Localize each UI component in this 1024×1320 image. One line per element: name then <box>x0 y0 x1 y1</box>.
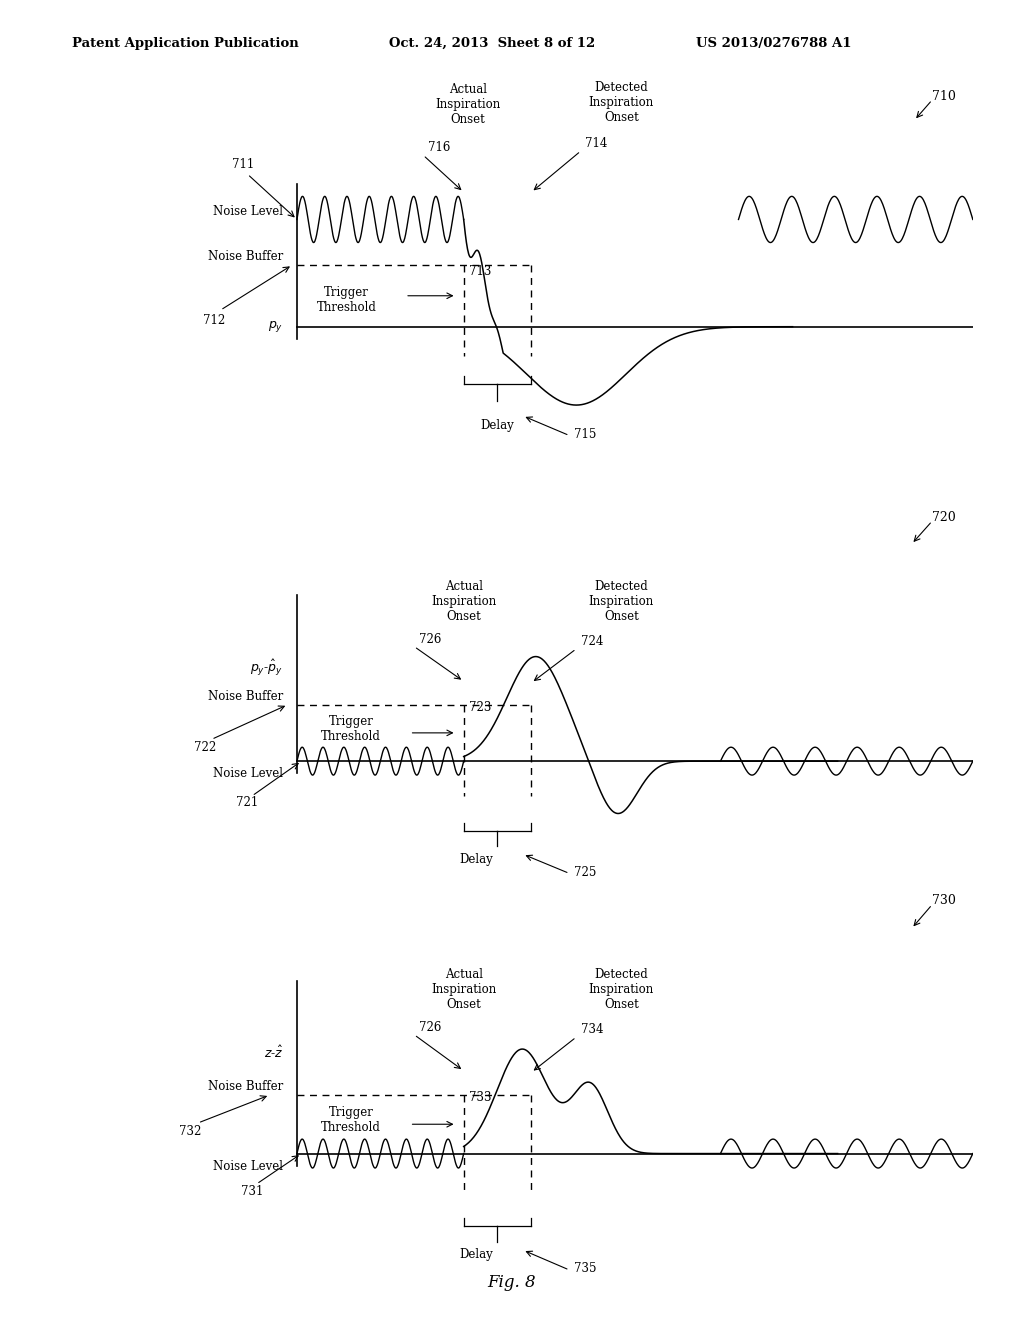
Text: Actual
Inspiration
Onset: Actual Inspiration Onset <box>431 968 497 1011</box>
Text: Delay: Delay <box>459 853 493 866</box>
Text: Patent Application Publication: Patent Application Publication <box>72 37 298 50</box>
Text: 734: 734 <box>581 1023 603 1036</box>
Text: Detected
Inspiration
Onset: Detected Inspiration Onset <box>589 81 654 124</box>
Text: 726: 726 <box>419 632 441 645</box>
Text: Detected
Inspiration
Onset: Detected Inspiration Onset <box>589 581 654 623</box>
Text: 732: 732 <box>179 1125 202 1138</box>
Text: 724: 724 <box>581 635 603 648</box>
Text: 710: 710 <box>932 90 956 103</box>
Text: Delay: Delay <box>459 1249 493 1262</box>
Text: 715: 715 <box>574 428 596 441</box>
Text: 730: 730 <box>932 895 956 907</box>
Text: 722: 722 <box>194 741 216 754</box>
Text: 723: 723 <box>469 701 492 714</box>
Text: Noise Buffer: Noise Buffer <box>208 690 284 704</box>
Text: US 2013/0276788 A1: US 2013/0276788 A1 <box>696 37 852 50</box>
Text: Noise Level: Noise Level <box>213 767 284 780</box>
Text: Trigger
Threshold: Trigger Threshold <box>322 1106 381 1134</box>
Text: 716: 716 <box>428 141 450 154</box>
Text: Noise Level: Noise Level <box>213 1160 284 1173</box>
Text: 721: 721 <box>237 796 258 809</box>
Text: Delay: Delay <box>480 420 514 432</box>
Text: Actual
Inspiration
Onset: Actual Inspiration Onset <box>431 581 497 623</box>
Text: 726: 726 <box>419 1020 441 1034</box>
Text: Trigger
Threshold: Trigger Threshold <box>316 286 377 314</box>
Text: Noise Level: Noise Level <box>213 205 284 218</box>
Text: Fig. 8: Fig. 8 <box>487 1274 537 1291</box>
Text: 712: 712 <box>203 314 225 327</box>
Text: Actual
Inspiration
Onset: Actual Inspiration Onset <box>435 83 501 127</box>
Text: Trigger
Threshold: Trigger Threshold <box>322 715 381 743</box>
Text: 714: 714 <box>586 137 607 150</box>
Text: 735: 735 <box>574 1262 597 1275</box>
Text: $p_y$: $p_y$ <box>268 319 284 334</box>
Text: 733: 733 <box>469 1092 492 1105</box>
Text: Noise Buffer: Noise Buffer <box>208 1080 284 1093</box>
Text: Noise Buffer: Noise Buffer <box>208 251 284 263</box>
Text: 713: 713 <box>469 265 492 277</box>
Text: $p_y$-$\hat{p}_y$: $p_y$-$\hat{p}_y$ <box>251 659 284 678</box>
Text: Oct. 24, 2013  Sheet 8 of 12: Oct. 24, 2013 Sheet 8 of 12 <box>389 37 595 50</box>
Text: $z$-$\hat{z}$: $z$-$\hat{z}$ <box>264 1045 284 1061</box>
Text: Detected
Inspiration
Onset: Detected Inspiration Onset <box>589 968 654 1011</box>
Text: 725: 725 <box>574 866 596 879</box>
Text: 720: 720 <box>932 511 956 524</box>
Text: 731: 731 <box>241 1185 263 1199</box>
Text: 711: 711 <box>231 158 254 172</box>
